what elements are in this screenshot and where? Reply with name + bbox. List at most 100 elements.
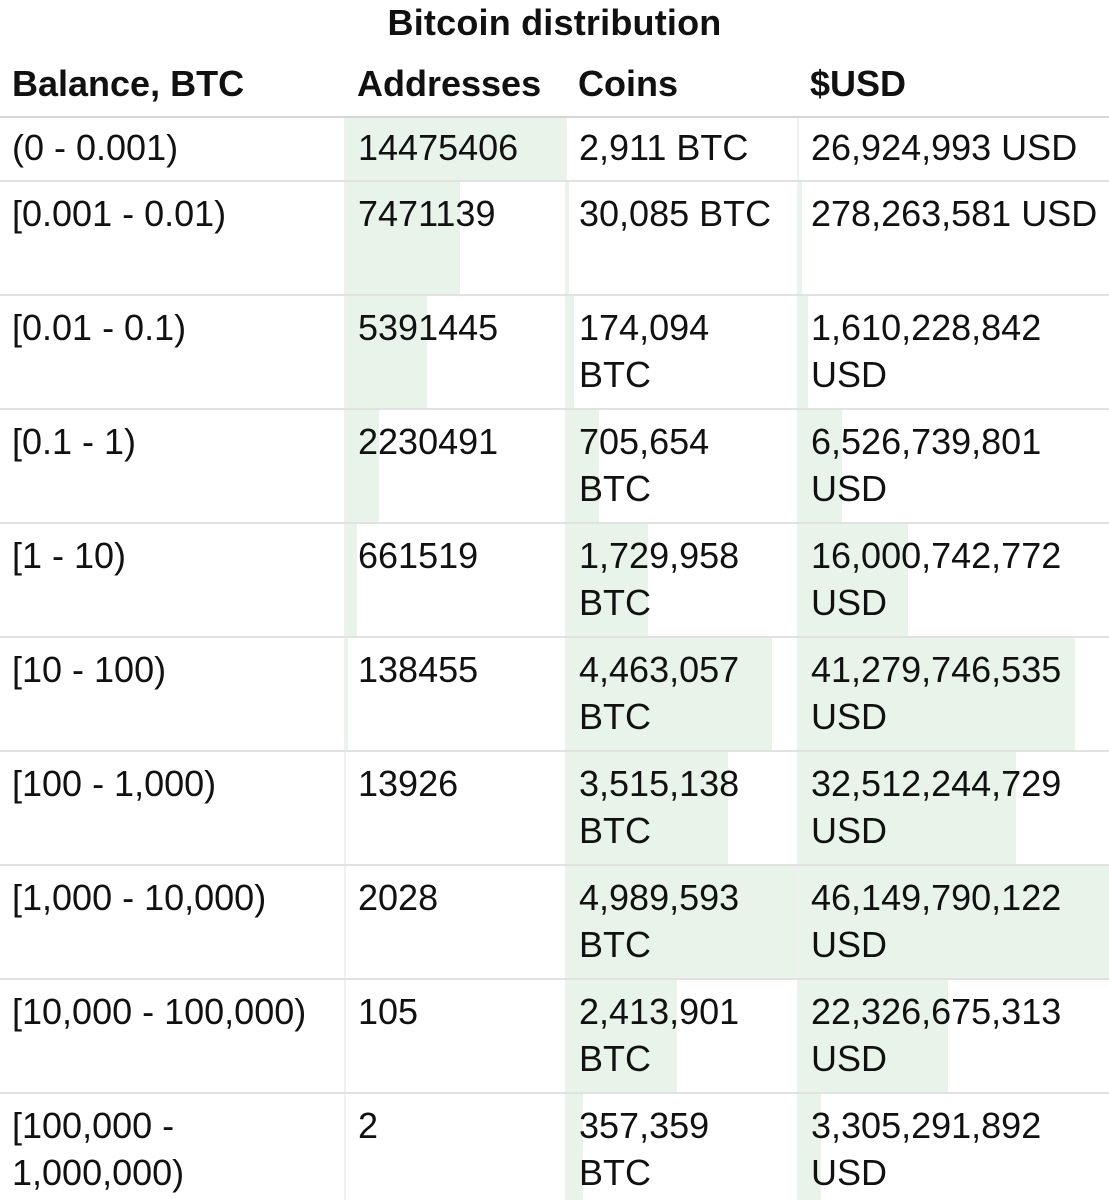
addresses-share-bar xyxy=(347,524,357,635)
coins-share-bar xyxy=(568,524,648,635)
table-row: (0 - 0.001) 14475406 2,911 BTC 26,924,993 U… xyxy=(0,117,1109,182)
usd-cell: 3,305,291,892 USD xyxy=(797,1093,1109,1200)
addresses-share-bar xyxy=(347,296,428,407)
addresses-cell: 14475406 xyxy=(344,117,566,182)
coins-value: 174,094 BTC xyxy=(579,307,710,395)
coins-value: 357,359 BTC xyxy=(579,1105,710,1193)
coins-cell: 2,911 BTC xyxy=(565,117,798,182)
table-row: [0.1 - 1) 2230491 705,654 BTC 6,526,739,801… xyxy=(0,409,1109,524)
distribution-table: Balance, BTC Addresses Coins $USD (0 - 0… xyxy=(0,52,1109,1200)
coins-value: 705,654 BTC xyxy=(579,421,710,509)
usd-share-bar xyxy=(800,410,843,521)
range-value: [0.1 - 1) xyxy=(12,421,137,462)
table-row: [1 - 10) 661519 1,729,958 BTC 16,000,742,77… xyxy=(0,523,1109,638)
table-row: [100 - 1,000) 13926 3,515,138 BTC 32,512,24… xyxy=(0,751,1109,866)
usd-cell: 26,924,993 USD xyxy=(797,117,1109,182)
usd-value: 22,326,675,313 USD xyxy=(811,991,1062,1079)
range-value: [1,000 - 10,000) xyxy=(12,877,267,918)
coins-cell: 357,359 BTC xyxy=(565,1093,798,1200)
header-row: Balance, BTC Addresses Coins $USD xyxy=(0,52,1109,118)
addresses-value: 14475406 xyxy=(358,127,519,168)
range-value: [10,000 - 100,000) xyxy=(12,991,307,1032)
coins-share-bar xyxy=(568,410,600,521)
usd-value: 46,149,790,122 USD xyxy=(811,877,1062,965)
coins-share-bar xyxy=(568,296,574,407)
range-value: [10 - 100) xyxy=(12,649,167,690)
addresses-value: 661519 xyxy=(358,535,479,576)
usd-share-bar xyxy=(800,638,1075,749)
addresses-share-bar xyxy=(347,118,565,179)
coins-value: 2,413,901 BTC xyxy=(579,991,740,1079)
table-row: [1,000 - 10,000) 2028 4,989,593 BTC 46,149,… xyxy=(0,865,1109,980)
addresses-value: 105 xyxy=(358,991,419,1032)
addresses-cell: 13926 xyxy=(344,751,566,866)
balance-range-cell: [0.001 - 0.01) xyxy=(0,181,345,296)
range-value: (0 - 0.001) xyxy=(12,127,179,168)
coins-value: 1,729,958 BTC xyxy=(579,535,740,623)
coins-value: 30,085 BTC xyxy=(579,193,772,234)
usd-value: 26,924,993 USD xyxy=(811,127,1078,168)
balance-range-cell: [0.1 - 1) xyxy=(0,409,345,524)
addresses-cell: 2230491 xyxy=(344,409,566,524)
coins-value: 4,463,057 BTC xyxy=(579,649,740,737)
usd-value: 278,263,581 USD xyxy=(811,193,1098,234)
coins-share-bar xyxy=(568,866,797,977)
usd-cell: 46,149,790,122 USD xyxy=(797,865,1109,980)
header-usd[interactable]: $USD xyxy=(798,52,1109,118)
balance-range-cell: [1,000 - 10,000) xyxy=(0,865,345,980)
table-row: [10,000 - 100,000) 105 2,413,901 BTC 22,326… xyxy=(0,979,1109,1094)
usd-cell: 41,279,746,535 USD xyxy=(797,637,1109,752)
addresses-cell: 105 xyxy=(344,979,566,1094)
usd-value: 32,512,244,729 USD xyxy=(811,763,1062,851)
usd-value: 41,279,746,535 USD xyxy=(811,649,1062,737)
usd-cell: 32,512,244,729 USD xyxy=(797,751,1109,866)
range-value: [1 - 10) xyxy=(12,535,127,576)
addresses-share-bar xyxy=(347,410,379,521)
usd-value: 3,305,291,892 USD xyxy=(811,1105,1042,1193)
table-row: [0.001 - 0.01) 7471139 30,085 BTC 278,263,5… xyxy=(0,181,1109,296)
coins-cell: 705,654 BTC xyxy=(565,409,798,524)
addresses-value: 13926 xyxy=(358,763,459,804)
coins-cell: 3,515,138 BTC xyxy=(565,751,798,866)
coins-share-bar xyxy=(568,1094,584,1200)
coins-cell: 174,094 BTC xyxy=(565,295,798,410)
coins-cell: 2,413,901 BTC xyxy=(565,979,798,1094)
range-value: [100 - 1,000) xyxy=(12,763,217,804)
addresses-cell: 2028 xyxy=(344,865,566,980)
balance-range-cell: [0.01 - 0.1) xyxy=(0,295,345,410)
addresses-cell: 5391445 xyxy=(344,295,566,410)
usd-cell: 6,526,739,801 USD xyxy=(797,409,1109,524)
addresses-cell: 2 xyxy=(344,1093,566,1200)
addresses-cell: 661519 xyxy=(344,523,566,638)
table-row: [0.01 - 0.1) 5391445 174,094 BTC 1,610,228,… xyxy=(0,295,1109,410)
usd-share-bar xyxy=(800,182,803,293)
balance-range-cell: (0 - 0.001) xyxy=(0,117,345,182)
addresses-value: 7471139 xyxy=(358,193,496,234)
balance-range-cell: [1 - 10) xyxy=(0,523,345,638)
usd-cell: 1,610,228,842 USD xyxy=(797,295,1109,410)
usd-share-bar xyxy=(800,296,809,407)
addresses-cell: 7471139 xyxy=(344,181,566,296)
range-value: [100,000 - 1,000,000) xyxy=(12,1105,185,1193)
usd-share-bar xyxy=(800,752,1016,863)
coins-cell: 30,085 BTC xyxy=(565,181,798,296)
coins-cell: 4,989,593 BTC xyxy=(565,865,798,980)
usd-cell: 22,326,675,313 USD xyxy=(797,979,1109,1094)
table-row: [100,000 - 1,000,000) 2 357,359 BTC 3,305,2… xyxy=(0,1093,1109,1200)
header-balance[interactable]: Balance, BTC xyxy=(0,52,345,118)
coins-cell: 4,463,057 BTC xyxy=(565,637,798,752)
header-addresses[interactable]: Addresses xyxy=(345,52,566,118)
header-coins[interactable]: Coins xyxy=(566,52,798,118)
balance-range-cell: [10 - 100) xyxy=(0,637,345,752)
usd-share-bar xyxy=(800,1094,821,1200)
usd-cell: 278,263,581 USD xyxy=(797,181,1109,296)
range-value: [0.001 - 0.01) xyxy=(12,193,227,234)
addresses-value: 2028 xyxy=(358,877,439,918)
range-value: [0.01 - 0.1) xyxy=(12,307,187,348)
coins-value: 4,989,593 BTC xyxy=(579,877,740,965)
usd-cell: 16,000,742,772 USD xyxy=(797,523,1109,638)
addresses-share-bar xyxy=(347,638,349,749)
coins-share-bar xyxy=(568,980,678,1091)
coins-value: 3,515,138 BTC xyxy=(579,763,740,851)
